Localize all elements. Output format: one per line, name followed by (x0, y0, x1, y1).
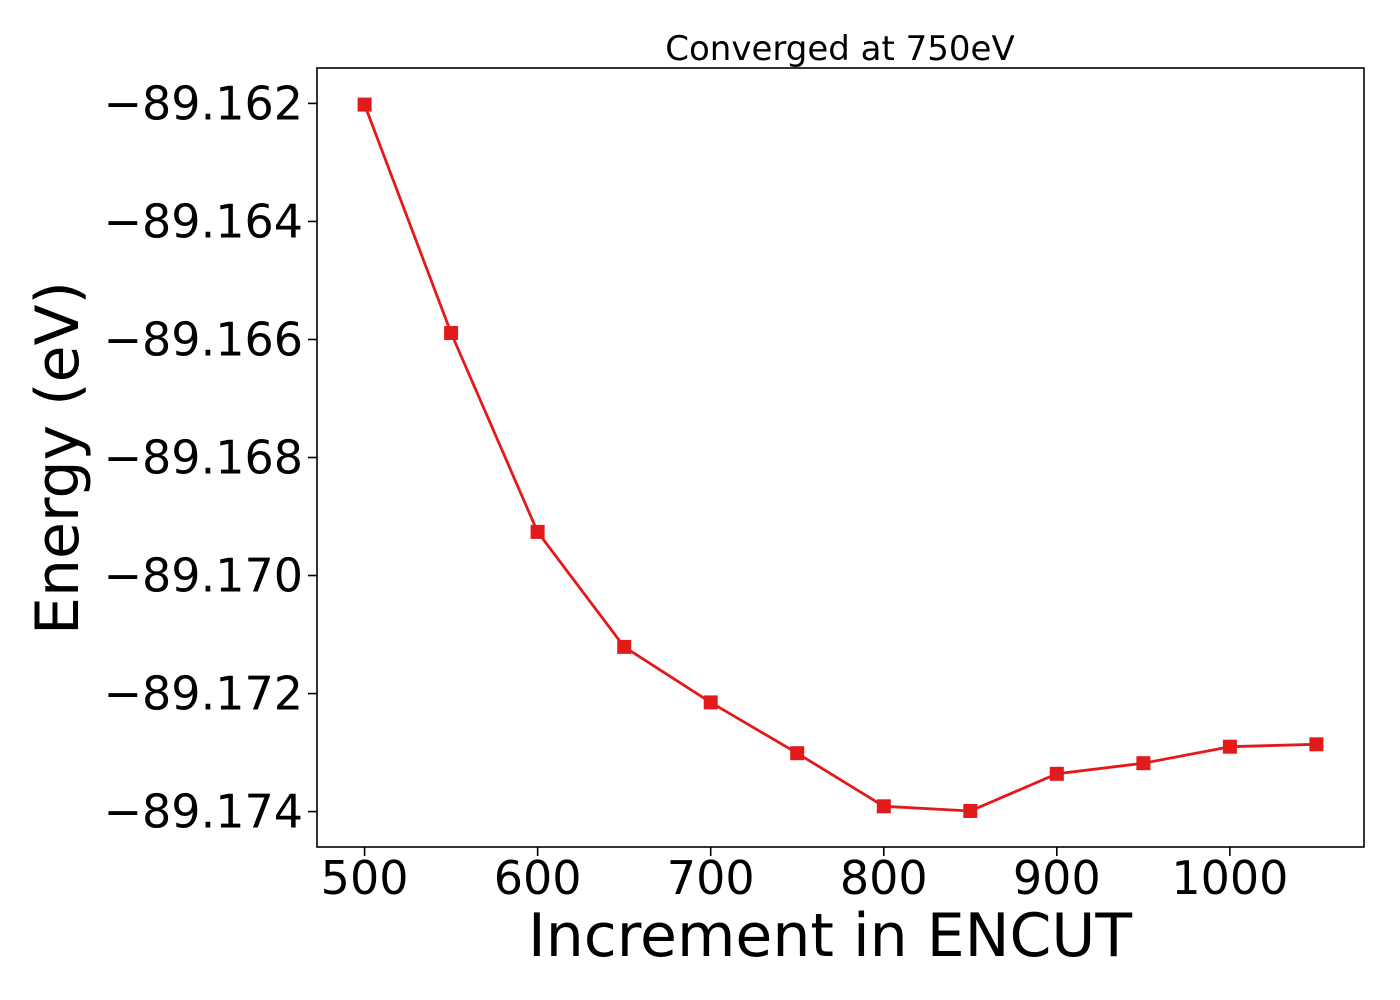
x-tick-label: 900 (1013, 851, 1101, 905)
data-point (963, 804, 978, 818)
series-line (363, 104, 1317, 813)
data-point (790, 746, 805, 761)
y-tick-label: −89.166 (104, 312, 304, 366)
chart-title: Converged at 750eV (665, 29, 1014, 69)
data-point (530, 524, 545, 539)
x-tick-label: 700 (667, 851, 755, 905)
x-tick-label: 800 (840, 851, 928, 905)
data-point (617, 639, 632, 654)
x-axis: 500 600 700 800 900 1000 (321, 847, 1288, 905)
x-tick-label: 1000 (1171, 851, 1288, 905)
y-tick-label: −89.170 (104, 549, 304, 603)
y-tick-label: −89.164 (104, 194, 304, 248)
data-point (1309, 737, 1324, 752)
y-tick-label: −89.174 (104, 785, 304, 839)
data-point (876, 799, 891, 814)
x-tick-label: 600 (494, 851, 582, 905)
data-point (703, 695, 718, 710)
data-point (357, 97, 372, 112)
y-axis: −89.162 −89.164 −89.166 −89.168 −89.170 −89.1… (104, 76, 317, 839)
x-axis-label: Increment in ENCUT (528, 901, 1132, 971)
data-point (1222, 739, 1237, 754)
data-point (1136, 756, 1151, 771)
y-axis-label: Energy (eV) (23, 281, 93, 635)
data-point (444, 326, 459, 340)
y-tick-label: −89.172 (104, 667, 304, 721)
x-tick-label: 500 (321, 851, 409, 905)
y-tick-label: −89.162 (104, 76, 304, 130)
y-tick-label: −89.168 (104, 431, 304, 485)
plot-area (316, 67, 1365, 848)
series-layer (357, 97, 1324, 818)
data-point (1049, 766, 1064, 781)
